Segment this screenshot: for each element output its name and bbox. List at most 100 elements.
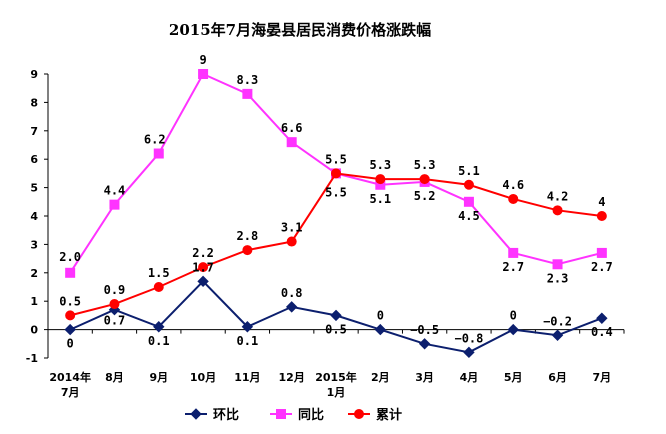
- legend-marker: [354, 409, 364, 419]
- chart-data-labels: 0 0.7 0.1 1.7 0.1 0.8 0.5 0 −0.5 −0.8 0 −0.2 0.4 2.0 4…: [59, 53, 612, 351]
- data-label: 8.3: [237, 73, 259, 87]
- data-label: 1.7: [192, 260, 214, 274]
- data-label: 0.1: [148, 334, 170, 348]
- data-label: 5.1: [458, 164, 480, 178]
- data-label: 0.8: [281, 286, 303, 300]
- y-tick-label: 6: [30, 153, 38, 166]
- data-label: 2.3: [547, 271, 569, 285]
- data-point: [596, 247, 607, 258]
- data-label: 9: [199, 53, 206, 67]
- y-tick-label: 8: [30, 96, 38, 109]
- data-point: [64, 323, 76, 336]
- data-label: 6.6: [281, 121, 303, 135]
- y-tick-label: -1: [26, 352, 38, 365]
- data-label: 0.5: [59, 294, 81, 308]
- data-point: [109, 199, 120, 210]
- y-tick-label: 0: [30, 324, 38, 337]
- data-point: [463, 196, 474, 207]
- data-point: [198, 69, 209, 79]
- data-point: [551, 329, 564, 341]
- data-point: [286, 236, 297, 247]
- x-tick-label: 12月: [279, 371, 305, 384]
- x-tick-label: 10月: [190, 371, 216, 384]
- data-point: [596, 211, 607, 221]
- data-point: [242, 88, 253, 99]
- chart-legend: 环比 同比 累计: [185, 407, 402, 423]
- y-tick-label: 1: [30, 295, 38, 308]
- data-label: 2.2: [192, 246, 214, 260]
- data-point: [198, 262, 209, 273]
- x-tick-label: 5月: [504, 371, 523, 384]
- data-point: [65, 310, 76, 321]
- data-label: 0.1: [237, 334, 259, 348]
- legend-label: 环比: [213, 407, 239, 423]
- data-label: 5.2: [414, 189, 436, 203]
- x-tick-label: 2014年: [49, 370, 91, 384]
- data-label: 4.6: [502, 178, 524, 192]
- data-label: 2.0: [59, 250, 81, 264]
- data-label: −0.5: [410, 323, 439, 337]
- data-point: [286, 137, 297, 148]
- data-label: 5.5: [325, 152, 347, 166]
- data-label: 2.8: [237, 229, 259, 243]
- data-point: [285, 301, 298, 313]
- y-tick-label: 7: [30, 125, 38, 138]
- data-point: [463, 179, 474, 190]
- data-label: 5.3: [369, 158, 391, 172]
- data-point: [508, 193, 519, 204]
- data-point: [109, 299, 120, 310]
- x-tick-label: 9月: [149, 371, 168, 384]
- chart-title: 2015年7月海晏县居民消费价格涨跌幅: [169, 21, 431, 39]
- data-point: [153, 148, 164, 159]
- data-point: [374, 323, 387, 336]
- x-tick-label: 3月: [415, 371, 434, 384]
- data-point: [419, 174, 430, 185]
- x-tick-label: 7月: [593, 371, 612, 384]
- data-label: 2.7: [502, 260, 524, 274]
- data-point: [552, 259, 563, 270]
- x-tick-label: 7月: [61, 386, 80, 399]
- legend-marker: [276, 409, 286, 419]
- data-point: [552, 205, 563, 216]
- y-tick-label: 4: [30, 210, 38, 223]
- x-tick-label: 6月: [548, 371, 567, 384]
- data-label: 0: [510, 309, 517, 323]
- y-tick-label: 9: [30, 68, 38, 81]
- data-point: [153, 321, 165, 333]
- data-label: 0: [377, 309, 384, 323]
- data-label: 6.2: [144, 133, 166, 147]
- x-tick-label: 8月: [105, 371, 124, 384]
- data-label: 0.9: [104, 283, 126, 297]
- data-point: [330, 309, 342, 322]
- chart-series: [64, 69, 608, 359]
- data-label: 0.5: [325, 322, 347, 336]
- data-label: 2.7: [591, 260, 613, 274]
- legend-label: 累计: [376, 407, 402, 423]
- data-label: 0: [67, 337, 74, 351]
- data-point: [242, 245, 253, 256]
- data-label: 3.1: [281, 221, 303, 235]
- data-label: 0.4: [591, 325, 613, 339]
- data-point: [153, 282, 164, 292]
- data-label: 5.3: [414, 158, 436, 172]
- data-point: [463, 346, 475, 359]
- x-tick-label: 1月: [327, 386, 346, 399]
- data-label: −0.2: [543, 314, 572, 328]
- data-label: 5.5: [325, 185, 347, 199]
- x-tick-label: 11月: [234, 371, 260, 384]
- y-tick-label: 2: [30, 267, 38, 280]
- data-label: 0.7: [104, 314, 126, 328]
- data-label: 5.1: [369, 192, 391, 206]
- data-point: [197, 275, 209, 288]
- data-point: [331, 168, 341, 179]
- data-point: [65, 267, 76, 278]
- data-label: 4.5: [458, 209, 480, 223]
- data-label: −0.8: [454, 331, 483, 345]
- data-point: [375, 174, 386, 185]
- data-label: 1.5: [148, 266, 170, 280]
- data-point: [508, 247, 519, 258]
- x-tick-label: 4月: [460, 371, 479, 384]
- data-point: [418, 338, 431, 350]
- legend-label: 同比: [298, 407, 324, 423]
